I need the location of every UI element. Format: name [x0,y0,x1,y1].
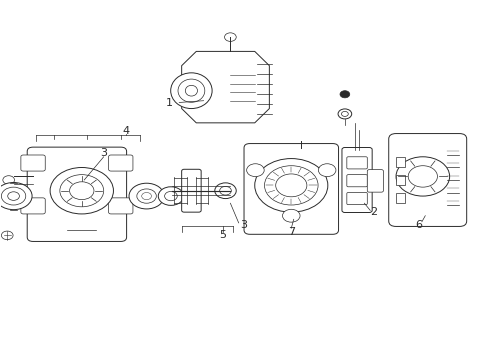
Circle shape [3,176,15,184]
Text: 3: 3 [100,148,107,158]
Circle shape [396,157,450,196]
Circle shape [342,111,348,116]
Text: 3: 3 [241,220,247,230]
FancyBboxPatch shape [347,175,368,187]
Circle shape [246,164,264,177]
Circle shape [8,192,20,201]
Text: 1: 1 [166,98,173,108]
Polygon shape [182,51,270,123]
FancyBboxPatch shape [27,147,126,242]
Circle shape [215,183,236,199]
Circle shape [70,182,94,200]
Circle shape [0,183,32,210]
Circle shape [158,187,184,205]
Circle shape [137,189,156,203]
FancyBboxPatch shape [21,198,45,214]
Ellipse shape [185,85,197,96]
Bar [396,193,405,203]
Bar [396,175,405,185]
FancyBboxPatch shape [389,134,466,226]
Circle shape [408,166,438,187]
Bar [396,157,405,167]
FancyBboxPatch shape [109,155,133,171]
Circle shape [60,175,104,207]
Circle shape [340,91,350,98]
FancyBboxPatch shape [21,155,45,171]
FancyBboxPatch shape [342,148,372,212]
Text: 4: 4 [122,126,129,136]
Circle shape [276,174,307,197]
FancyBboxPatch shape [182,169,201,212]
Circle shape [129,183,164,209]
Circle shape [165,192,177,201]
Text: 6: 6 [416,220,422,230]
Ellipse shape [171,73,212,109]
Circle shape [142,193,151,200]
Ellipse shape [178,79,205,102]
FancyBboxPatch shape [347,157,368,169]
Circle shape [50,167,114,214]
FancyBboxPatch shape [109,198,133,214]
FancyBboxPatch shape [244,144,339,234]
Circle shape [1,231,13,240]
Circle shape [265,166,318,205]
FancyBboxPatch shape [347,193,368,204]
Circle shape [283,209,300,222]
Text: 5: 5 [220,230,226,240]
Text: 2: 2 [370,207,378,217]
Circle shape [255,158,328,212]
Text: 7: 7 [288,227,295,237]
Circle shape [318,164,336,177]
Circle shape [224,33,236,41]
FancyBboxPatch shape [368,170,383,192]
Circle shape [1,187,26,205]
Circle shape [338,109,352,119]
Circle shape [220,186,231,195]
